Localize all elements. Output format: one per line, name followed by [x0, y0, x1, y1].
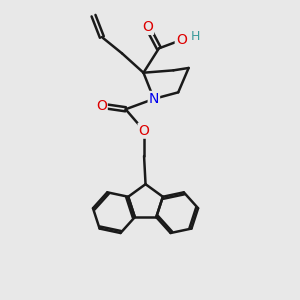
- Text: N: N: [149, 92, 159, 106]
- Text: O: O: [139, 124, 149, 138]
- Text: O: O: [96, 99, 107, 113]
- Text: O: O: [142, 20, 153, 34]
- Text: H: H: [191, 30, 200, 43]
- Text: O: O: [176, 33, 187, 47]
